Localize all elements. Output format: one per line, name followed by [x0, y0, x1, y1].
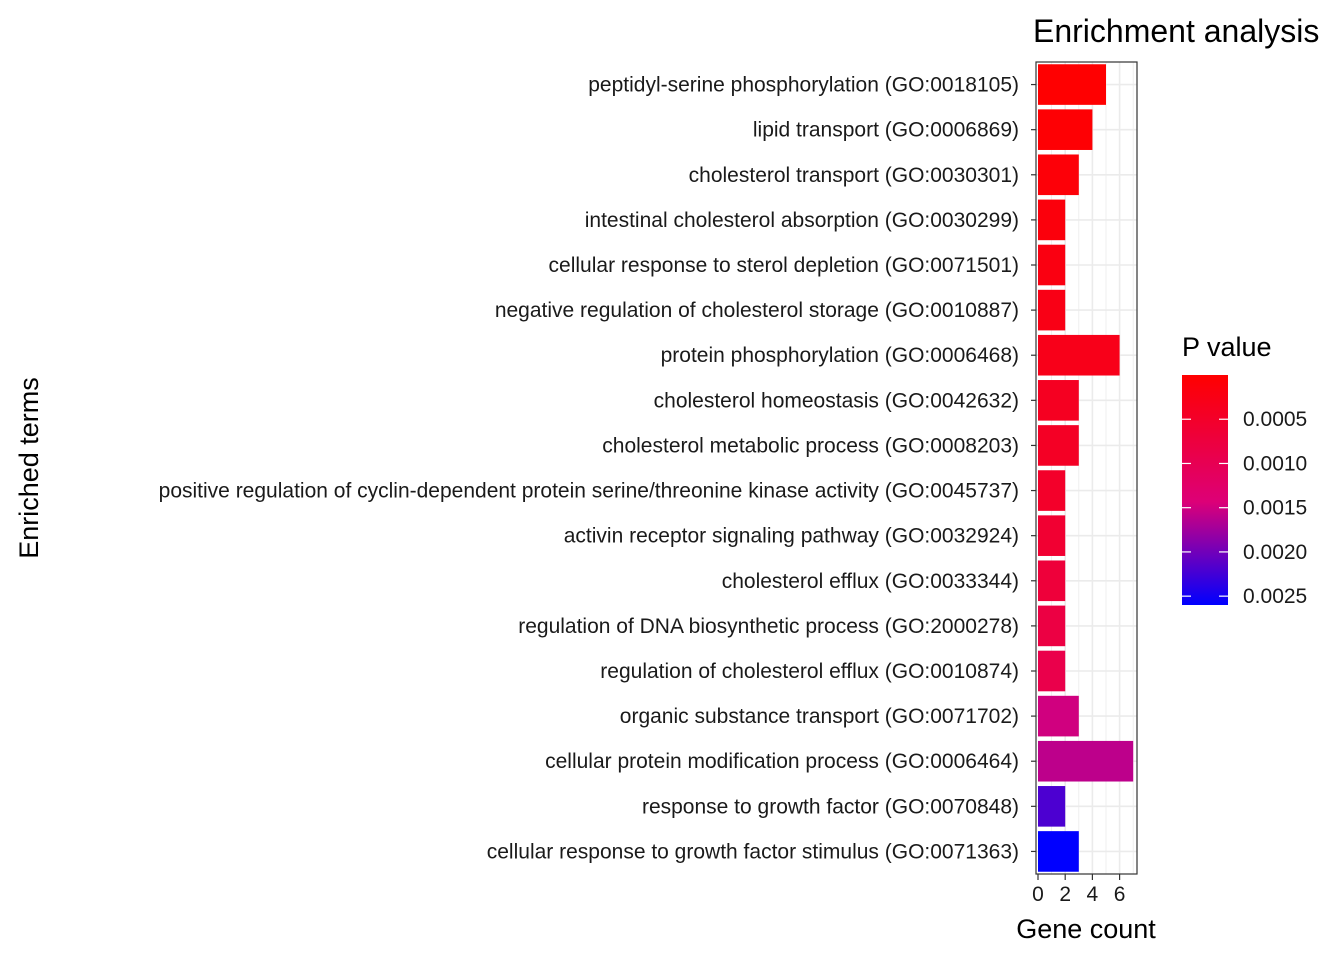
- legend-tick-label: 0.0010: [1243, 452, 1307, 475]
- x-tick-label: 4: [1087, 883, 1099, 906]
- y-tick-label: activin receptor signaling pathway (GO:0…: [564, 525, 1019, 548]
- bar: [1038, 740, 1134, 782]
- y-tick-label: cellular response to growth factor stimu…: [487, 840, 1019, 863]
- bar: [1038, 515, 1066, 556]
- plot-panel: [1035, 61, 1138, 875]
- bar: [1038, 64, 1106, 105]
- legend-colorbar: [1182, 375, 1228, 605]
- y-axis-title: Enriched terms: [14, 377, 44, 559]
- bar: [1038, 831, 1079, 872]
- legend-title: P value: [1182, 332, 1272, 362]
- panel-border: [1035, 61, 1138, 875]
- bar: [1038, 109, 1093, 150]
- bar: [1038, 289, 1066, 331]
- y-tick-label: positive regulation of cyclin-dependent …: [159, 480, 1019, 503]
- bar: [1038, 695, 1079, 737]
- bar: [1038, 380, 1079, 421]
- y-tick-label: cholesterol metabolic process (GO:000820…: [602, 434, 1019, 457]
- legend-tick-label: 0.0015: [1243, 497, 1307, 520]
- y-tick-label: negative regulation of cholesterol stora…: [495, 299, 1019, 322]
- bar: [1038, 786, 1066, 827]
- x-tick-label: 6: [1114, 883, 1126, 906]
- y-tick-label: cholesterol homeostasis (GO:0042632): [654, 389, 1019, 412]
- bar: [1038, 199, 1066, 241]
- bar: [1038, 470, 1066, 511]
- legend-ticks: 0.0005 0.0010 0.0015 0.0020 0.0025: [1182, 408, 1307, 608]
- x-tick-label: 0: [1032, 883, 1044, 906]
- y-tick-label: lipid transport (GO:0006869): [753, 119, 1019, 142]
- y-tick-label: cholesterol efflux (GO:0033344): [722, 570, 1019, 593]
- bars: [1038, 64, 1134, 872]
- legend-tick-label: 0.0025: [1243, 585, 1307, 608]
- y-tick-label: organic substance transport (GO:0071702): [620, 705, 1019, 728]
- y-tick-label: protein phosphorylation (GO:0006468): [661, 344, 1019, 367]
- bar: [1038, 650, 1066, 692]
- bar: [1038, 334, 1120, 376]
- y-tick-label: cellular protein modification process (G…: [545, 750, 1019, 773]
- y-tick-label: cellular response to sterol depletion (G…: [549, 254, 1019, 277]
- bar: [1038, 605, 1066, 647]
- y-tick-label: response to growth factor (GO:0070848): [642, 795, 1019, 818]
- y-tick-label: regulation of cholesterol efflux (GO:001…: [600, 660, 1019, 683]
- x-tick-label: 2: [1059, 883, 1071, 906]
- bar: [1038, 244, 1066, 286]
- bar: [1038, 154, 1079, 196]
- bar: [1038, 560, 1066, 602]
- y-tick-label: intestinal cholesterol absorption (GO:00…: [585, 209, 1019, 232]
- y-tick-labels: peptidyl-serine phosphorylation (GO:0018…: [159, 74, 1036, 863]
- y-tick-label: cholesterol transport (GO:0030301): [689, 164, 1019, 187]
- x-axis-title: Gene count: [1016, 914, 1156, 944]
- bar: [1038, 425, 1079, 466]
- legend-tick-label: 0.0020: [1243, 541, 1307, 564]
- chart-title: Enrichment analysis: [1033, 13, 1319, 49]
- legend: P value 0.0005 0.0010 0.0015 0.0020 0.0025: [1182, 332, 1307, 608]
- y-tick-label: regulation of DNA biosynthetic process (…: [518, 615, 1019, 638]
- legend-tick-label: 0.0005: [1243, 408, 1307, 431]
- y-tick-label: peptidyl-serine phosphorylation (GO:0018…: [588, 74, 1019, 97]
